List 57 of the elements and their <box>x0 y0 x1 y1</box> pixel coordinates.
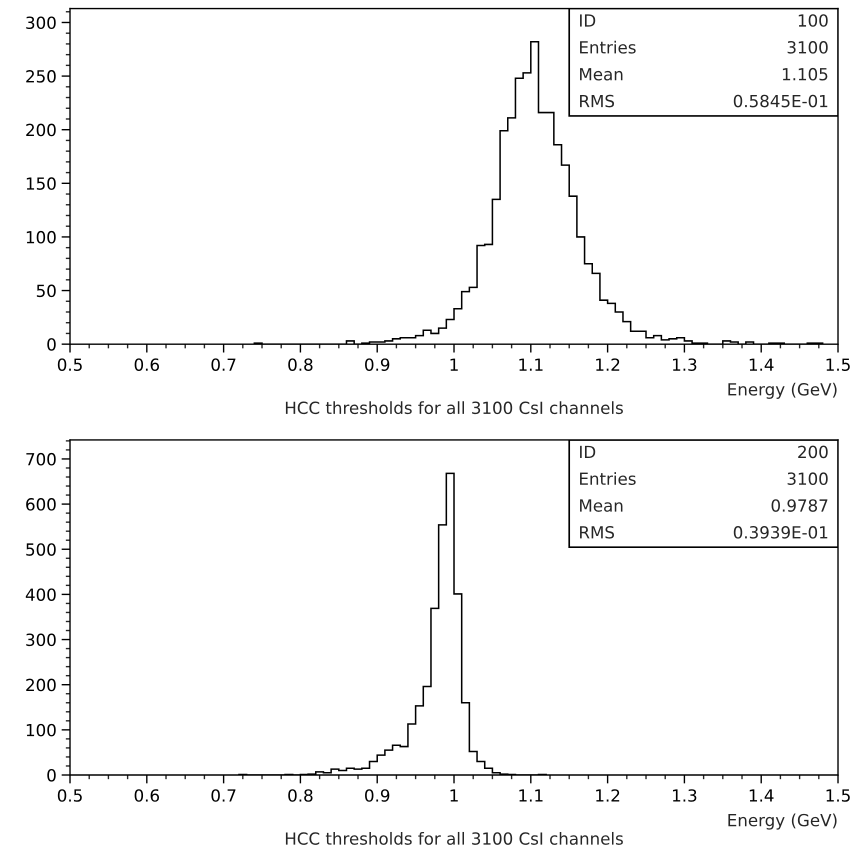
y-tick-label: 200 <box>26 678 56 692</box>
y-tick-label: 200 <box>26 124 56 136</box>
annotation: 200 <box>798 446 828 458</box>
x-tick-label: 0.5 <box>58 358 82 371</box>
y-tick-label: 700 <box>26 452 56 466</box>
y-tick-label: 250 <box>26 70 56 83</box>
x-tick-label: 0.6 <box>134 358 160 371</box>
x-axis-title: Energy (GeV) <box>728 382 837 399</box>
x-tick-label: 0.9 <box>365 789 390 802</box>
x-tick-label: 1.2 <box>596 358 620 371</box>
y-tick-label: 300 <box>26 634 56 646</box>
y-tick-label: 600 <box>26 498 56 511</box>
x-tick-label: 1.5 <box>826 789 850 802</box>
y-tick-label: 0 <box>47 338 56 351</box>
y-tick-label: 100 <box>26 230 56 244</box>
x-tick-label: 0.6 <box>134 789 160 802</box>
x-tick-label: 1.2 <box>596 789 620 802</box>
x-tick-label: 0.7 <box>211 789 236 802</box>
x-tick-label: 1.3 <box>672 789 696 802</box>
text: HCC thresholds for all 3100 CsI channels <box>286 401 623 414</box>
x-tick-label: 1.1 <box>519 789 543 802</box>
annotation: 0.9787 <box>772 499 828 512</box>
y-tick-label: 150 <box>26 177 56 190</box>
y-tick-label: 50 <box>36 284 56 298</box>
annotation: Entries <box>580 40 636 54</box>
x-tick-label: 1.4 <box>750 789 774 802</box>
annotation: Entries <box>580 472 636 486</box>
annotation: 0.3939E-01 <box>734 526 828 539</box>
x-tick-label: 1 <box>450 789 458 802</box>
x-tick-label: 0.5 <box>58 789 82 802</box>
y-tick-label: 0 <box>47 768 56 782</box>
annotation: Mean <box>580 68 622 80</box>
x-tick-label: 1.3 <box>672 358 696 371</box>
y-tick-label: 500 <box>26 543 56 556</box>
annotation: 100 <box>798 14 828 27</box>
y-tick-label: 400 <box>26 588 56 601</box>
x-tick-label: 0.9 <box>365 358 390 371</box>
x-tick-label: 1.5 <box>826 358 850 371</box>
annotation: 3100 <box>788 472 828 486</box>
x-tick-label: 0.8 <box>288 789 313 802</box>
x-tick-label: 0.8 <box>288 358 313 371</box>
x-axis-title: Energy (GeV) <box>728 814 837 830</box>
annotation: RMS <box>580 94 614 108</box>
annotation: RMS <box>580 526 614 539</box>
annotation: 0.5845E-01 <box>734 94 828 108</box>
x-tick-label: 1 <box>450 358 458 371</box>
annotation: ID <box>580 14 596 27</box>
annotation: 1.105 <box>782 68 828 80</box>
y-tick-label: 300 <box>26 16 56 30</box>
x-tick-label: 1.1 <box>519 358 543 371</box>
annotation: ID <box>580 446 596 458</box>
annotation: Mean <box>580 499 622 512</box>
annotation: 3100 <box>788 41 828 54</box>
x-tick-label: 0.7 <box>211 358 236 371</box>
y-tick-label: 100 <box>26 724 56 736</box>
x-tick-label: 1.4 <box>750 358 774 371</box>
text: HCC thresholds for all 3100 CsI channels <box>286 832 623 845</box>
